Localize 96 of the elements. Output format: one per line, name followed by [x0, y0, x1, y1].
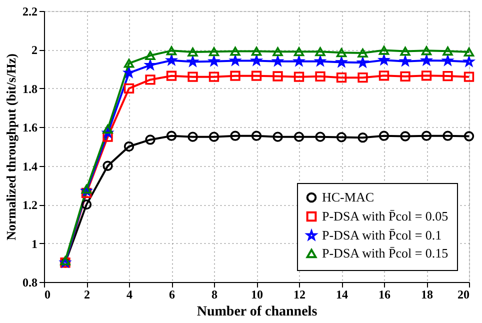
point [294, 72, 304, 82]
point [230, 46, 240, 56]
point [166, 70, 177, 81]
point [230, 56, 240, 66]
point [230, 70, 240, 81]
x-tick-label: 18 [421, 288, 433, 302]
point [358, 72, 368, 83]
y-tick-label: 1.4 [22, 159, 38, 174]
point [358, 132, 368, 143]
point [81, 188, 92, 198]
point [166, 130, 177, 141]
point [124, 83, 134, 94]
point [272, 47, 283, 56]
point [442, 70, 453, 82]
x-tick-label: 4 [126, 288, 132, 302]
x-tick-label: 12 [294, 288, 306, 302]
point [464, 56, 474, 66]
x-tick-label: 6 [169, 288, 175, 302]
point [464, 72, 474, 82]
y-tick-label: 2.2 [22, 4, 38, 18]
legend-label: P-DSA with P̄col = 0.15 [322, 246, 448, 260]
point [421, 70, 432, 81]
point [251, 46, 262, 56]
point [336, 57, 346, 67]
point [464, 48, 474, 57]
point [188, 48, 198, 57]
point [422, 55, 432, 65]
point [208, 132, 220, 142]
point [251, 70, 262, 81]
point [358, 48, 368, 58]
point [442, 56, 453, 66]
point [294, 56, 304, 66]
y-tick-label: 2 [32, 43, 38, 58]
point [378, 130, 390, 141]
point [102, 128, 113, 138]
point [294, 47, 304, 56]
point [145, 51, 156, 60]
x-tick-label: 2 [84, 288, 90, 302]
point [188, 132, 198, 142]
point [315, 132, 326, 142]
x-tick-label: 10 [251, 288, 263, 302]
y-axis-title: Normalized throughput (bit/s/Hz) [4, 54, 18, 240]
point [464, 131, 474, 142]
x-axis-title: Number of channels [196, 304, 318, 320]
point [378, 70, 390, 81]
point [336, 72, 347, 83]
point [442, 46, 453, 56]
point [208, 72, 220, 82]
y-tick-label: 1.6 [22, 120, 38, 135]
point [421, 130, 432, 141]
point [400, 131, 410, 142]
point [145, 134, 156, 145]
point [251, 130, 262, 141]
point [315, 71, 326, 82]
y-tick-label: 1.8 [22, 82, 38, 96]
point [188, 72, 198, 82]
legend-label: P-DSA with P̄col = 0.05 [322, 208, 448, 224]
point [124, 141, 134, 152]
point [294, 132, 304, 142]
point [315, 47, 326, 56]
x-tick-label: 16 [378, 288, 390, 302]
point [379, 55, 389, 64]
point [336, 48, 347, 58]
point [166, 46, 177, 56]
legend-label: P-DSA with P̄col = 0.1 [322, 228, 442, 242]
point [230, 130, 240, 141]
point [209, 56, 219, 66]
y-tick-label: 1.2 [22, 198, 38, 212]
point [81, 199, 92, 210]
point [315, 56, 326, 66]
point [421, 46, 432, 56]
point [272, 71, 283, 82]
x-tick-label: 20 [458, 288, 470, 302]
point [442, 130, 453, 141]
point [124, 68, 134, 78]
x-tick-label: 14 [336, 288, 348, 302]
point [166, 55, 176, 65]
point [400, 56, 410, 66]
point [378, 46, 390, 55]
point [400, 46, 410, 56]
legend-label: HC-MAC [322, 190, 374, 204]
point [272, 56, 283, 66]
y-tick-label: 0.8 [22, 276, 38, 290]
point [124, 58, 134, 68]
x-tick-label: 8 [212, 288, 218, 302]
point [102, 132, 113, 142]
point [208, 47, 220, 56]
point [400, 71, 410, 82]
point [252, 56, 262, 66]
point [336, 132, 347, 142]
point [272, 132, 283, 142]
point [145, 74, 156, 85]
y-tick-label: 1 [32, 236, 38, 251]
point [102, 160, 113, 171]
point [102, 124, 113, 134]
x-tick-label: 0 [44, 288, 50, 302]
